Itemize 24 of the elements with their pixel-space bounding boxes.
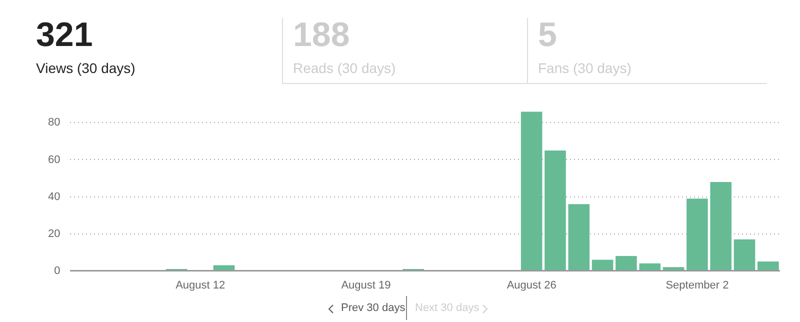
x-tick-label: August 19 [341, 279, 391, 292]
y-tick-label: 40 [48, 190, 60, 203]
y-tick-label: 60 [48, 154, 60, 166]
bar [734, 239, 756, 270]
x-tick-label: August 12 [176, 279, 226, 292]
y-tick-label: 20 [48, 228, 60, 240]
x-tick-label: August 26 [506, 279, 556, 292]
y-tick-label: 0 [54, 264, 60, 277]
bar [213, 265, 235, 270]
bar [568, 204, 590, 270]
bar [616, 256, 637, 270]
bar [639, 263, 661, 270]
bar [520, 112, 542, 270]
bar [710, 182, 732, 270]
bar [662, 267, 684, 270]
bar [592, 260, 614, 270]
bar [686, 198, 708, 270]
text: Prev 30 days [341, 302, 406, 314]
bar [758, 262, 779, 270]
bar [544, 150, 566, 270]
y-tick-label: 80 [48, 116, 60, 129]
x-tick-label: September 2 [666, 279, 729, 292]
text: Views (30 days) [36, 60, 136, 76]
text: 321 [36, 16, 94, 54]
